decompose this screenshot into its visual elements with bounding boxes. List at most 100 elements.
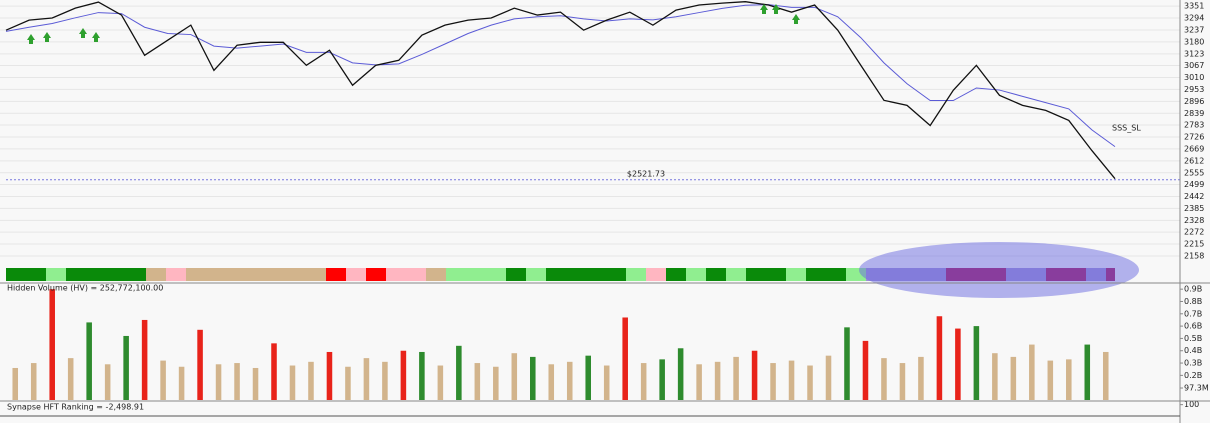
y-tick-label: 0.8B [1184,297,1202,306]
regime-cell [786,268,806,281]
volume-bar [918,356,924,400]
volume-bar [566,361,573,400]
y-tick-label: 2726 [1184,132,1204,141]
regime-cell [726,268,746,281]
y-tick-label: 0.5B [1184,334,1202,343]
y-tick-label: 0.7B [1184,309,1202,318]
up-arrow [92,32,100,42]
volume-bar [363,358,370,400]
y-tick-label: 2896 [1184,97,1204,106]
y-tick-label: 100 [1184,400,1199,409]
up-arrow [79,28,87,38]
regime-cell [46,268,66,281]
regime-cell [806,268,826,281]
volume-bar [881,358,887,400]
y-tick-label: 0.3B [1184,359,1202,368]
y-tick-label: 3237 [1184,25,1204,34]
up-arrow [760,4,768,14]
volume-bar [1102,351,1109,400]
regime-cell [146,268,166,281]
annotation: SSS_SL [1112,124,1141,133]
regime-cell [386,268,406,281]
y-tick-label: 2839 [1184,109,1204,118]
up-arrow [43,32,51,42]
regime-cell [206,268,226,281]
volume-bar [733,356,739,400]
regime-cell [666,268,686,281]
volume-bar [493,366,499,400]
y-tick-label: 0.9B [1184,285,1202,294]
volume-bar [585,355,591,400]
regime-cell [606,268,626,281]
y-tick-label: 2669 [1184,144,1204,153]
regime-cell [126,268,146,281]
volume-bar [955,328,961,400]
volume-bar [1084,344,1091,400]
y-tick-label: 2442 [1184,192,1204,201]
reference-label: $2521.73 [627,169,665,178]
y-tick-label: 3010 [1184,73,1204,82]
volume-bar [67,358,74,400]
regime-cell [466,268,486,281]
y-tick-label: 2783 [1184,121,1204,130]
regime-cell [86,268,106,281]
volume-bar [345,366,351,400]
volume-bar [104,364,111,400]
y-tick-label: 2612 [1184,156,1204,165]
volume-bar [696,364,702,400]
y-tick-label: 0.2B [1184,371,1202,380]
y-tick-label: 3294 [1184,14,1204,23]
regime-cell [646,268,666,281]
regime-cell [426,268,446,281]
volume-bar [289,365,296,400]
volume-bar [160,360,166,400]
up-arrow [792,14,800,24]
volume-bar [622,317,628,400]
regime-cell [766,268,786,281]
y-tick-label: 3123 [1184,49,1204,58]
volume-bar [178,366,185,400]
price-line [5,4,1116,148]
regime-cell [686,268,706,281]
regime-cell [66,268,86,281]
regime-cell [306,268,326,281]
y-tick-label: 2499 [1184,180,1204,189]
chart-layer: 3351 3294 3237 3180 3123 3067 3010 2953 2896 2839… [0,1,1209,409]
regime-cell [446,268,466,281]
y-tick-label: 3351 [1184,2,1204,11]
volume-bar [123,335,129,400]
volume-bar [234,363,240,400]
volume-bar [1047,360,1054,400]
hft-title: Synapse HFT Ranking = -2,498.91 [7,403,144,412]
volume-bar [640,363,647,400]
volume-bar [714,361,721,400]
up-arrow [772,4,780,14]
y-tick-label: 2555 [1184,168,1204,177]
volume-bar [141,319,148,400]
regime-cell [826,268,846,281]
y-tick-label: 0.6B [1184,322,1202,331]
up-arrow [27,34,35,44]
volume-bar [677,348,684,400]
volume-bar [825,355,832,400]
volume-bar [400,350,407,400]
regime-cell [626,268,646,281]
volume-bar [770,363,776,400]
y-tick-label: 2328 [1184,216,1204,225]
regime-cell [406,268,426,281]
regime-cell [746,268,766,281]
volume-bar [548,364,555,400]
hv-title: Hidden Volume (HV) = 252,772,100.00 [7,284,163,293]
volume-bar [252,367,259,400]
volume-bar [308,361,314,400]
volume-bar [456,345,462,400]
volume-bar [197,329,203,400]
regime-cell [246,268,266,281]
volume-bar [1066,359,1072,400]
regime-cell [326,268,346,281]
volume-bar [12,367,19,400]
regime-cell [6,268,26,281]
volume-bar [603,365,610,400]
volume-bar [382,361,388,400]
